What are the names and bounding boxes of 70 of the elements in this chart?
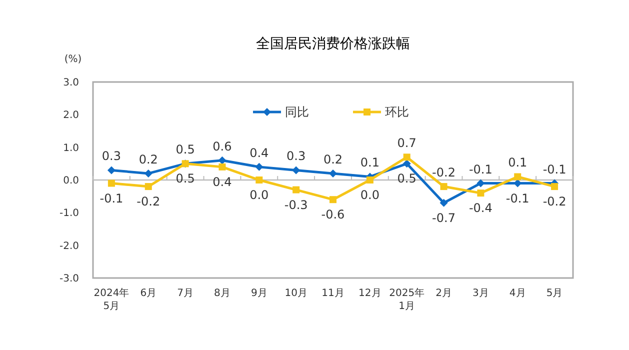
point	[330, 196, 336, 204]
y-tick-label: -3.0	[59, 274, 79, 284]
x-tick-label: 8月	[214, 288, 230, 299]
data-label: -0.1	[542, 162, 566, 176]
y-tick-label: 2.0	[63, 110, 79, 122]
data-label: -0.7	[432, 210, 456, 225]
point	[108, 180, 115, 187]
y-tick-label: 0.0	[63, 176, 79, 186]
y-axis-title: (%)	[64, 54, 82, 65]
x-tick-label: 11月	[322, 288, 344, 299]
data-label: 0.1	[360, 156, 380, 170]
point	[329, 169, 337, 178]
legend-label: 环比	[385, 105, 409, 120]
point	[402, 160, 411, 168]
data-label: 0.5	[397, 172, 416, 186]
data-label: -0.3	[284, 198, 308, 212]
x-tick-label: 10月	[284, 288, 308, 299]
data-label: -0.1	[506, 191, 530, 206]
x-tick-label: 4月	[509, 288, 526, 299]
data-label: 0.2	[323, 152, 343, 166]
data-label: 0.2	[138, 152, 158, 166]
data-label: 0.0	[250, 188, 269, 202]
data-label: -0.4	[468, 201, 492, 216]
data-label: -0.2	[542, 194, 566, 209]
x-tick-label: 7月	[177, 288, 194, 299]
x-tick-label: 6月	[140, 288, 157, 299]
data-label: -0.6	[321, 208, 345, 222]
data-label: -0.1	[468, 162, 492, 176]
data-label: 0.7	[397, 136, 416, 150]
point	[440, 198, 448, 207]
y-tick-label: -1.0	[59, 208, 79, 220]
x-tick-label: 2月	[436, 288, 452, 299]
point	[107, 166, 116, 174]
data-label: 0.5	[176, 172, 195, 186]
data-label: -0.2	[136, 194, 160, 209]
point	[366, 176, 374, 184]
point	[218, 156, 226, 164]
x-tick-label: 2024年 5月	[94, 287, 130, 312]
data-label: 0.1	[508, 156, 528, 170]
point	[514, 173, 522, 180]
point	[551, 183, 558, 190]
data-label: 0.0	[360, 188, 380, 202]
data-label: 0.4	[250, 146, 269, 160]
point	[218, 163, 226, 170]
point	[477, 190, 484, 197]
data-label: 0.3	[102, 149, 122, 164]
x-tick-label: 5月	[546, 288, 563, 299]
x-tick-label: 2025年 1月	[389, 287, 425, 312]
point	[144, 183, 152, 190]
point	[292, 166, 300, 174]
data-label: -0.1	[100, 191, 124, 206]
point	[403, 154, 410, 161]
data-label: -0.2	[432, 166, 456, 180]
y-tick-label: 1.0	[63, 142, 79, 154]
data-label: 0.3	[286, 149, 306, 164]
chart-title: 全国居民消费价格涨跌幅	[256, 36, 410, 52]
y-tick-label: 3.0	[63, 78, 79, 88]
data-label: 0.6	[212, 139, 232, 154]
point	[144, 169, 152, 178]
x-tick-label: 3月	[472, 288, 489, 299]
x-tick-label: 12月	[358, 288, 382, 299]
point	[256, 176, 263, 184]
legend-label: 同比	[285, 105, 309, 120]
data-label: 0.4	[212, 174, 232, 189]
point	[440, 183, 448, 190]
x-tick-label: 9月	[250, 288, 268, 299]
y-tick-label: -2.0	[59, 240, 79, 252]
point	[292, 186, 300, 194]
data-label: 0.5	[176, 142, 195, 157]
point	[255, 162, 264, 171]
